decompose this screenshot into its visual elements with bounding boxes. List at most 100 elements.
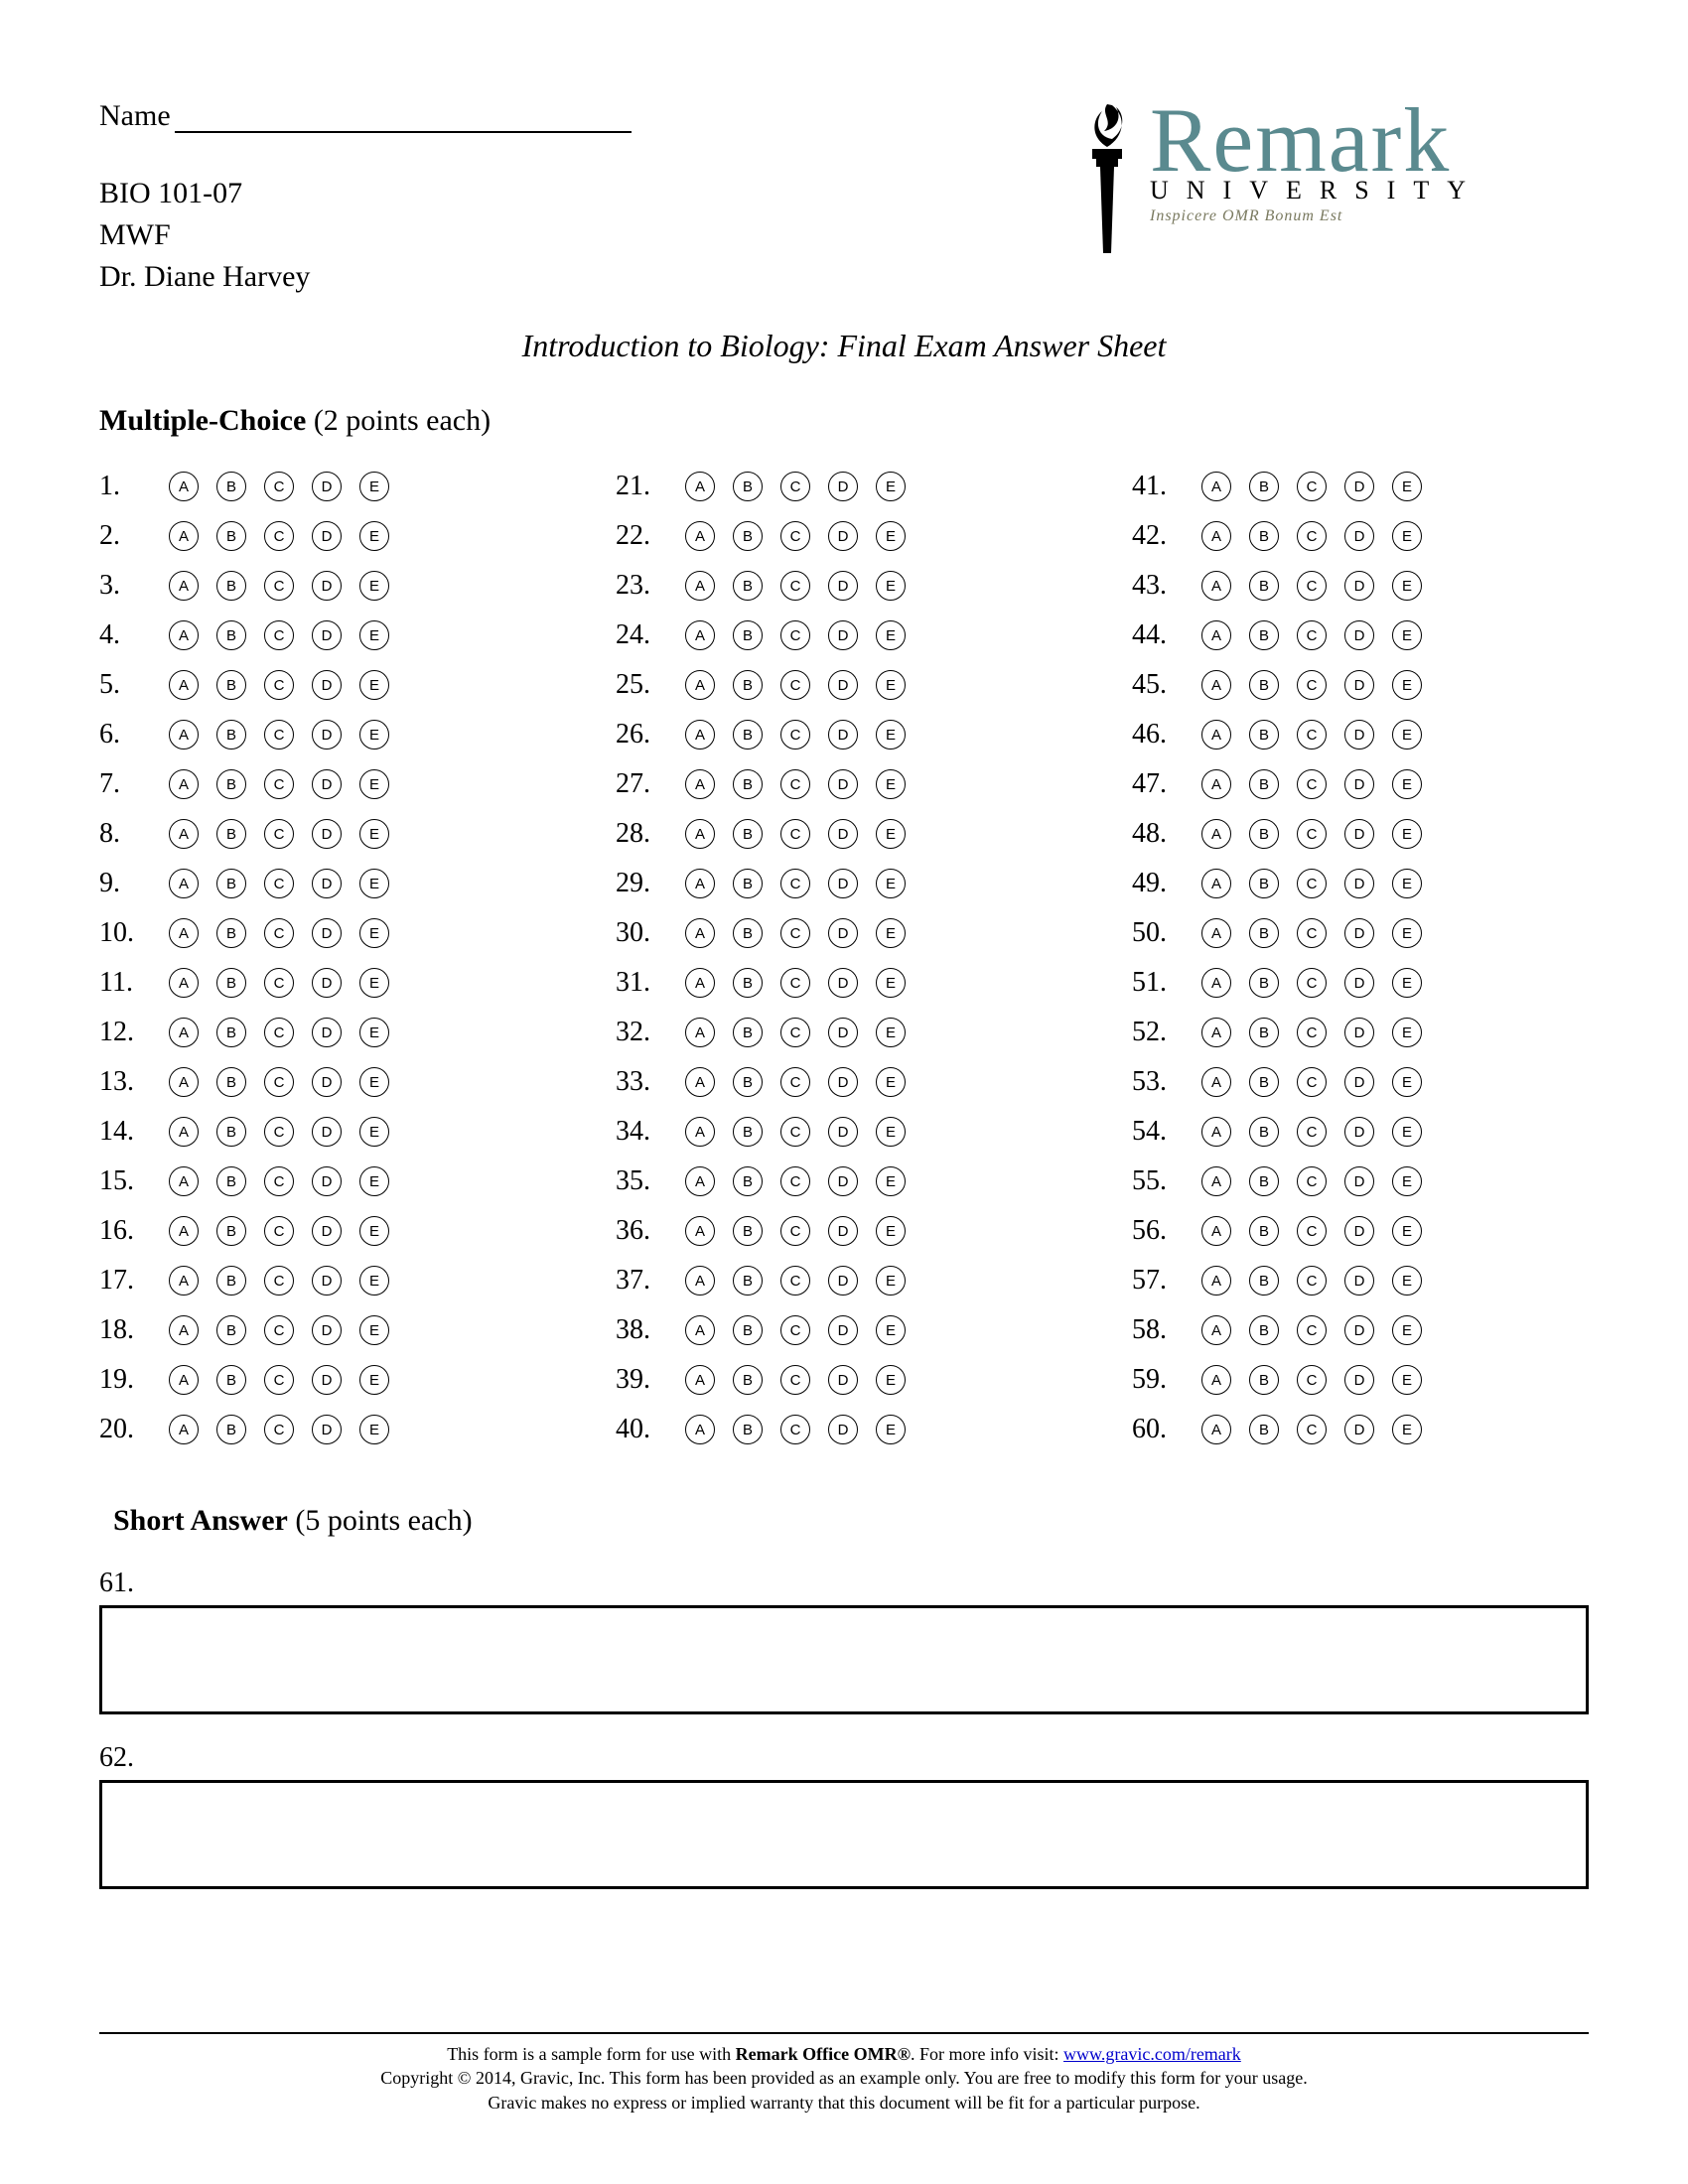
answer-bubble-e[interactable]: E xyxy=(876,1415,906,1444)
answer-bubble-c[interactable]: C xyxy=(264,521,294,551)
answer-bubble-a[interactable]: A xyxy=(169,521,199,551)
answer-bubble-b[interactable]: B xyxy=(733,769,763,799)
answer-bubble-b[interactable]: B xyxy=(733,620,763,650)
answer-bubble-a[interactable]: A xyxy=(1201,769,1231,799)
answer-bubble-c[interactable]: C xyxy=(780,968,810,998)
answer-bubble-b[interactable]: B xyxy=(1249,819,1279,849)
answer-bubble-d[interactable]: D xyxy=(312,1018,342,1047)
answer-bubble-d[interactable]: D xyxy=(1344,1216,1374,1246)
answer-bubble-a[interactable]: A xyxy=(1201,819,1231,849)
answer-bubble-d[interactable]: D xyxy=(828,472,858,501)
answer-bubble-a[interactable]: A xyxy=(1201,1067,1231,1097)
answer-bubble-b[interactable]: B xyxy=(733,918,763,948)
answer-bubble-c[interactable]: C xyxy=(1297,1018,1327,1047)
answer-bubble-b[interactable]: B xyxy=(216,769,246,799)
answer-bubble-b[interactable]: B xyxy=(733,720,763,750)
answer-bubble-d[interactable]: D xyxy=(1344,720,1374,750)
answer-bubble-c[interactable]: C xyxy=(780,769,810,799)
answer-bubble-b[interactable]: B xyxy=(1249,571,1279,601)
answer-bubble-b[interactable]: B xyxy=(733,869,763,898)
answer-bubble-a[interactable]: A xyxy=(1201,571,1231,601)
answer-bubble-b[interactable]: B xyxy=(216,571,246,601)
answer-bubble-e[interactable]: E xyxy=(359,769,389,799)
answer-bubble-b[interactable]: B xyxy=(216,1315,246,1345)
answer-bubble-b[interactable]: B xyxy=(1249,670,1279,700)
answer-bubble-d[interactable]: D xyxy=(828,769,858,799)
answer-bubble-c[interactable]: C xyxy=(780,1365,810,1395)
answer-bubble-c[interactable]: C xyxy=(1297,869,1327,898)
answer-bubble-e[interactable]: E xyxy=(876,571,906,601)
answer-bubble-b[interactable]: B xyxy=(216,1266,246,1296)
answer-bubble-c[interactable]: C xyxy=(264,869,294,898)
answer-bubble-e[interactable]: E xyxy=(1392,620,1422,650)
answer-bubble-c[interactable]: C xyxy=(780,1315,810,1345)
answer-bubble-a[interactable]: A xyxy=(169,1117,199,1147)
answer-bubble-c[interactable]: C xyxy=(1297,1067,1327,1097)
answer-bubble-c[interactable]: C xyxy=(780,1067,810,1097)
answer-bubble-a[interactable]: A xyxy=(169,1216,199,1246)
answer-bubble-d[interactable]: D xyxy=(312,571,342,601)
answer-bubble-d[interactable]: D xyxy=(828,1018,858,1047)
answer-bubble-a[interactable]: A xyxy=(1201,1216,1231,1246)
answer-bubble-e[interactable]: E xyxy=(876,1365,906,1395)
answer-bubble-c[interactable]: C xyxy=(780,1216,810,1246)
answer-bubble-d[interactable]: D xyxy=(828,1166,858,1196)
answer-bubble-b[interactable]: B xyxy=(733,1117,763,1147)
answer-bubble-c[interactable]: C xyxy=(780,819,810,849)
answer-bubble-c[interactable]: C xyxy=(1297,918,1327,948)
short-answer-box[interactable] xyxy=(99,1605,1589,1714)
answer-bubble-e[interactable]: E xyxy=(1392,1365,1422,1395)
answer-bubble-c[interactable]: C xyxy=(1297,571,1327,601)
answer-bubble-a[interactable]: A xyxy=(685,670,715,700)
answer-bubble-e[interactable]: E xyxy=(876,620,906,650)
answer-bubble-d[interactable]: D xyxy=(828,1117,858,1147)
answer-bubble-d[interactable]: D xyxy=(1344,1018,1374,1047)
answer-bubble-a[interactable]: A xyxy=(685,1166,715,1196)
answer-bubble-d[interactable]: D xyxy=(1344,1166,1374,1196)
answer-bubble-c[interactable]: C xyxy=(1297,521,1327,551)
answer-bubble-e[interactable]: E xyxy=(359,472,389,501)
answer-bubble-b[interactable]: B xyxy=(216,1067,246,1097)
answer-bubble-a[interactable]: A xyxy=(169,720,199,750)
answer-bubble-b[interactable]: B xyxy=(733,968,763,998)
answer-bubble-a[interactable]: A xyxy=(1201,472,1231,501)
answer-bubble-b[interactable]: B xyxy=(733,1266,763,1296)
answer-bubble-e[interactable]: E xyxy=(1392,571,1422,601)
answer-bubble-d[interactable]: D xyxy=(828,1266,858,1296)
answer-bubble-b[interactable]: B xyxy=(216,1415,246,1444)
answer-bubble-e[interactable]: E xyxy=(359,1166,389,1196)
answer-bubble-b[interactable]: B xyxy=(733,1067,763,1097)
answer-bubble-d[interactable]: D xyxy=(312,869,342,898)
answer-bubble-e[interactable]: E xyxy=(359,521,389,551)
answer-bubble-c[interactable]: C xyxy=(264,1415,294,1444)
answer-bubble-a[interactable]: A xyxy=(1201,1315,1231,1345)
answer-bubble-d[interactable]: D xyxy=(1344,1067,1374,1097)
answer-bubble-e[interactable]: E xyxy=(359,1216,389,1246)
answer-bubble-e[interactable]: E xyxy=(1392,819,1422,849)
answer-bubble-a[interactable]: A xyxy=(685,1315,715,1345)
answer-bubble-a[interactable]: A xyxy=(1201,1117,1231,1147)
answer-bubble-c[interactable]: C xyxy=(780,571,810,601)
answer-bubble-a[interactable]: A xyxy=(685,1415,715,1444)
answer-bubble-b[interactable]: B xyxy=(216,968,246,998)
answer-bubble-e[interactable]: E xyxy=(1392,1117,1422,1147)
answer-bubble-c[interactable]: C xyxy=(264,1018,294,1047)
answer-bubble-d[interactable]: D xyxy=(828,620,858,650)
answer-bubble-d[interactable]: D xyxy=(312,670,342,700)
answer-bubble-c[interactable]: C xyxy=(264,571,294,601)
answer-bubble-d[interactable]: D xyxy=(828,1365,858,1395)
answer-bubble-c[interactable]: C xyxy=(780,1018,810,1047)
answer-bubble-d[interactable]: D xyxy=(828,968,858,998)
answer-bubble-d[interactable]: D xyxy=(828,1216,858,1246)
answer-bubble-b[interactable]: B xyxy=(1249,1067,1279,1097)
answer-bubble-c[interactable]: C xyxy=(264,1067,294,1097)
answer-bubble-b[interactable]: B xyxy=(733,670,763,700)
answer-bubble-e[interactable]: E xyxy=(359,1266,389,1296)
answer-bubble-d[interactable]: D xyxy=(828,1415,858,1444)
answer-bubble-d[interactable]: D xyxy=(828,571,858,601)
answer-bubble-e[interactable]: E xyxy=(359,869,389,898)
answer-bubble-b[interactable]: B xyxy=(216,1365,246,1395)
answer-bubble-c[interactable]: C xyxy=(1297,1117,1327,1147)
answer-bubble-d[interactable]: D xyxy=(312,1415,342,1444)
answer-bubble-b[interactable]: B xyxy=(1249,1117,1279,1147)
